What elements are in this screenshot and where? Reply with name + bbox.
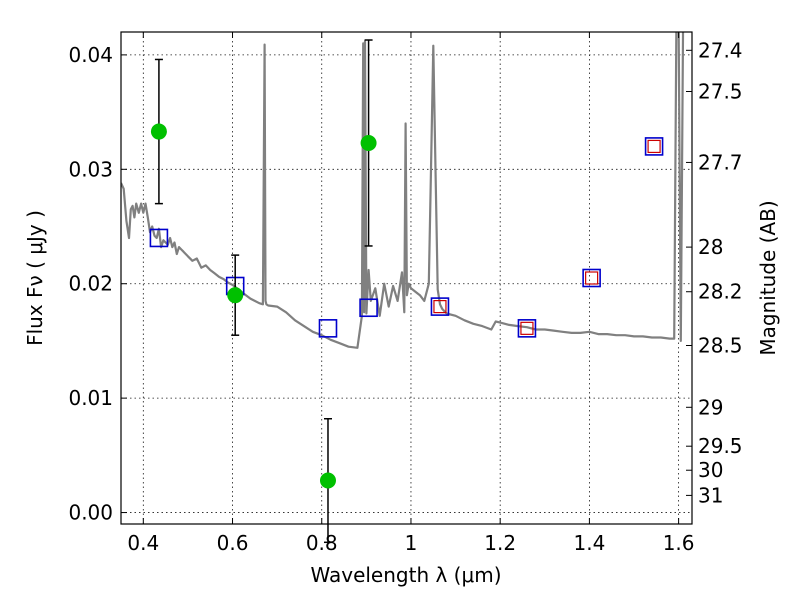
y-tick-label: 0.01 — [68, 386, 113, 410]
right-tick-label: 30 — [698, 458, 723, 482]
model-phot-inner-square — [433, 300, 447, 314]
observed-point — [360, 134, 377, 151]
model-phot-square — [359, 298, 378, 318]
right-tick-label: 28 — [698, 235, 723, 259]
right-tick-label: 27.5 — [698, 79, 743, 103]
x-tick-label: 1.6 — [663, 531, 695, 555]
x-axis: 0.4 0.6 0.8 1 1.2 1.4 1.6 — [127, 32, 695, 555]
model-phot-inner-square — [520, 321, 534, 335]
model-phot-square — [582, 268, 601, 288]
observed-point — [227, 287, 244, 304]
right-tick-label: 28.5 — [698, 334, 743, 358]
right-tick-label: 27.4 — [698, 38, 743, 62]
model-phot-square — [644, 137, 664, 156]
x-tick-label: 0.8 — [306, 531, 338, 555]
spectrum-line — [121, 32, 685, 349]
x-axis-label: Wavelength λ (μm) — [310, 563, 501, 587]
x-tick-label: 0.4 — [127, 531, 159, 555]
model-phot-square — [517, 319, 537, 338]
right-tick-label: 31 — [698, 483, 723, 507]
model-phot-square — [318, 319, 338, 338]
y-axis-right-label: Magnitude (AB) — [756, 200, 780, 355]
x-tick-label: 1.2 — [484, 531, 516, 555]
x-tick-label: 1.4 — [573, 531, 605, 555]
y-axis-label: Flux Fν ( μJy ) — [23, 210, 47, 346]
right-tick-label: 29 — [698, 395, 723, 419]
right-tick-label: 28.2 — [698, 280, 743, 304]
model-phot-square — [149, 228, 169, 248]
right-tick-label: 29.5 — [698, 434, 743, 458]
observed-point — [319, 472, 336, 489]
model-phot-inner-square — [647, 139, 661, 154]
model-phot-inner-square — [585, 271, 599, 285]
plot-area — [121, 32, 685, 544]
x-tick-label: 1 — [405, 531, 418, 555]
x-tick-label: 0.6 — [217, 531, 249, 555]
plot-frame — [120, 31, 693, 525]
model-phot-square — [430, 297, 450, 316]
clipped-series — [121, 32, 685, 349]
y-axis-left: 0.00 0.01 0.02 0.03 0.04 — [68, 43, 127, 525]
y-tick-label: 0.03 — [68, 157, 113, 181]
observed-point — [150, 123, 167, 140]
y-tick-label: 0.00 — [68, 501, 113, 525]
y-tick-label: 0.02 — [68, 272, 113, 296]
y-tick-label: 0.04 — [68, 43, 113, 67]
right-tick-label: 27.7 — [698, 150, 743, 174]
